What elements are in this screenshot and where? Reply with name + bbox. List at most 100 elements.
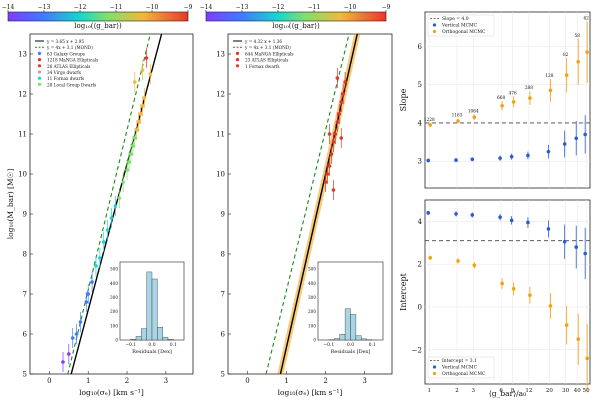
- histogram-bar: [157, 327, 163, 341]
- vertical-mcmc-point: [509, 218, 514, 223]
- orthogonal-mcmc-point: [500, 281, 504, 286]
- data-point: [78, 320, 83, 324]
- data-point: [90, 280, 94, 284]
- vertical-mcmc-point: [498, 156, 502, 160]
- y-tick-label: 7: [221, 291, 225, 299]
- vertical-mcmc-point: [454, 158, 458, 162]
- legend-entry: 1 Fornax dwarfs: [245, 64, 280, 69]
- data-point: [327, 164, 332, 168]
- data-point: [325, 172, 330, 176]
- data-point: [113, 204, 118, 208]
- y-tick-label: 3: [418, 158, 422, 166]
- histogram-bar: [162, 336, 169, 341]
- data-point: [331, 140, 336, 144]
- legend-box: [427, 14, 495, 37]
- data-point: [136, 120, 141, 124]
- sample-count-annotation: 288: [525, 86, 533, 91]
- data-point: [86, 292, 91, 296]
- y-tick-label: 12: [216, 91, 225, 99]
- legend-marker-swatch: [37, 51, 42, 56]
- histogram-bar: [135, 336, 142, 341]
- colorbar-label: log₁₀(⟨g_bar⟩): [74, 22, 122, 30]
- data-point: [335, 120, 340, 124]
- colorbar-tick-label: −9: [184, 4, 193, 11]
- data-point: [142, 96, 147, 100]
- sample-count-annotation: 476: [509, 92, 517, 97]
- colorbar-tick-label: −14: [2, 4, 15, 11]
- fit-line: [279, 33, 358, 375]
- data-point: [132, 136, 137, 140]
- data-point: [125, 168, 129, 172]
- sample-count-annotation: 668: [497, 96, 505, 101]
- data-point: [121, 180, 125, 184]
- x-tick-label: 8: [511, 388, 515, 394]
- legend-entry: Orthogonal MCMC: [442, 371, 486, 377]
- legend-marker-swatch: [37, 76, 42, 80]
- data-point: [140, 68, 145, 72]
- vertical-mcmc-point: [574, 245, 579, 249]
- vertical-mcmc-point: [426, 158, 431, 163]
- colorbar-label: log₁₀(⟨g_bar⟩): [272, 22, 320, 30]
- colorbar-tick-label: −11: [110, 4, 123, 11]
- y-tick-label: 11: [18, 131, 27, 139]
- data-point: [339, 136, 344, 140]
- y-tick-label: 6: [418, 43, 423, 51]
- inset-x-tick-label: −0.1: [323, 342, 334, 348]
- y-tick-label: 9: [221, 211, 225, 219]
- x-tick-label: 1: [86, 377, 90, 385]
- orthogonal-mcmc-point: [511, 286, 516, 291]
- data-point: [105, 228, 110, 232]
- data-point: [109, 216, 114, 220]
- inset-y-tick-label: 400: [110, 281, 118, 286]
- data-point: [132, 80, 137, 84]
- histogram-bar: [130, 339, 137, 341]
- y-tick-label: 5: [221, 371, 225, 379]
- vertical-mcmc-point: [562, 142, 567, 146]
- inset-y-tick-label: 400: [308, 281, 316, 286]
- inset-y-tick-label: 200: [308, 309, 316, 314]
- inset-y-tick-label: 300: [110, 295, 118, 300]
- vertical-mcmc-point: [509, 154, 514, 159]
- legend-marker-swatch: [235, 64, 240, 68]
- inset-x-tick-label: 0.0: [347, 342, 354, 348]
- y-tick-label: −2: [412, 346, 422, 354]
- inset-y-tick-label: 100: [110, 323, 118, 328]
- legend-entry: 644 MaNGA Ellipticals: [245, 51, 294, 56]
- vertical-mcmc-point: [583, 132, 587, 137]
- colorbar-tick-label: −13: [38, 4, 51, 11]
- fit-line: [70, 33, 163, 375]
- vertical-mcmc-point: [454, 212, 458, 216]
- orthogonal-mcmc-point: [472, 263, 477, 268]
- legend-marker-swatch: [37, 82, 42, 86]
- vertical-mcmc-point: [546, 149, 551, 154]
- legend-entry: 1218 MaNGA Ellipticals: [47, 58, 98, 63]
- histogram-bar: [151, 278, 158, 341]
- legend-entry: Orthogonal MCMC: [442, 29, 486, 35]
- vertical-mcmc-point: [574, 136, 579, 141]
- y-tick-label: 0: [418, 303, 422, 311]
- vertical-mcmc-point: [498, 215, 502, 219]
- y-axis-label: Slope: [399, 88, 408, 111]
- inset-y-tick-label: 100: [308, 323, 316, 328]
- vertical-mcmc-point: [426, 211, 431, 215]
- data-point: [331, 188, 336, 192]
- sample-count-annotation: 58: [574, 34, 580, 39]
- y-tick-label: 11: [216, 131, 225, 139]
- orthogonal-mcmc-point: [456, 259, 460, 263]
- data-point: [335, 76, 340, 80]
- data-point: [117, 196, 122, 200]
- legend-entry: 26 ATLAS Ellipticals: [47, 64, 90, 69]
- legend-marker-swatch: [432, 371, 437, 376]
- mond-line: [265, 33, 350, 375]
- data-point: [144, 56, 149, 60]
- y-tick-label: 13: [18, 51, 27, 59]
- y-tick-label: 7: [23, 291, 27, 299]
- legend-entry: 28 Local Group Dwarfs: [47, 82, 96, 87]
- colorbar-tick-label: −13: [236, 4, 249, 11]
- legend-entry: y = 4.32 x + 1.36: [244, 39, 282, 44]
- y-tick-label: 4: [418, 218, 423, 226]
- histogram-bar: [334, 338, 340, 341]
- data-point: [337, 112, 342, 116]
- y-tick-label: 5: [418, 81, 422, 89]
- x-axis-label: log₁₀(σₑ) [km s⁻¹]: [79, 388, 144, 397]
